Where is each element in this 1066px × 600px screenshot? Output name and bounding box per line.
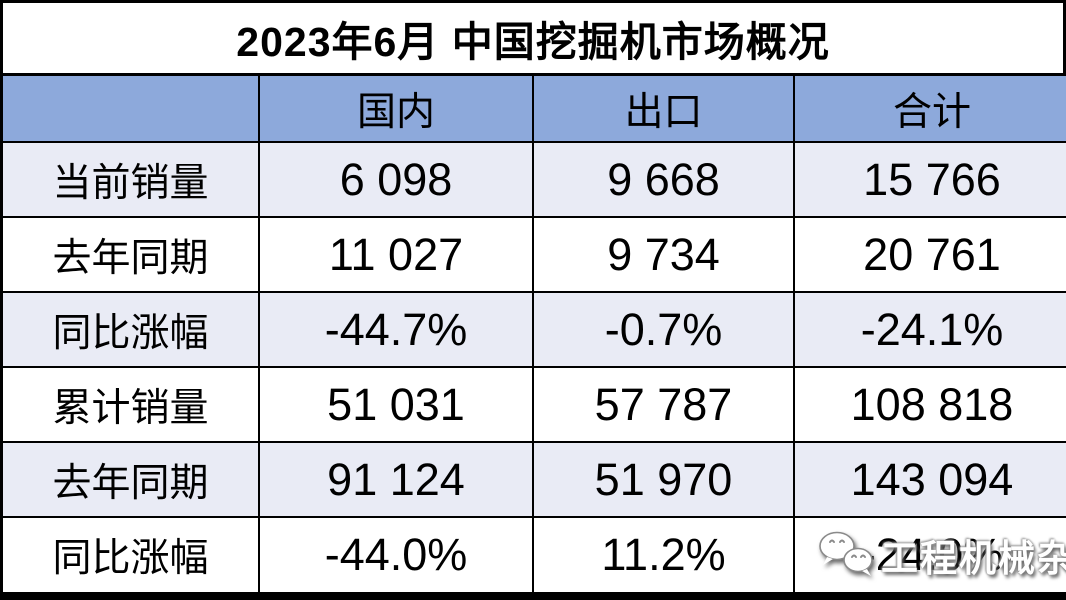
value-cell: -24.0%: [793, 516, 1066, 593]
row-label: 去年同期: [2, 216, 260, 293]
value-cell: -44.7%: [258, 291, 534, 368]
value-cell: 51 970: [532, 441, 795, 518]
header-cell-export: 出口: [532, 75, 795, 143]
value-cell: 15 766: [793, 141, 1066, 218]
row-label: 同比涨幅: [2, 291, 260, 368]
row-label: 去年同期: [2, 441, 260, 518]
value-cell: 20 761: [793, 216, 1066, 293]
value-cell: 143 094: [793, 441, 1066, 518]
value-cell: 6 098: [258, 141, 534, 218]
table-row-yoy-month: 同比涨幅 -44.7% -0.7% -24.1%: [2, 291, 1066, 368]
data-table: 国内 出口 合计 当前销量 6 098 9 668 15 766 去年同期 11…: [2, 75, 1066, 593]
value-cell: -24.1%: [793, 291, 1066, 368]
row-label: 累计销量: [2, 366, 260, 443]
value-cell: 57 787: [532, 366, 795, 443]
value-cell: -0.7%: [532, 291, 795, 368]
value-cell: 91 124: [258, 441, 534, 518]
value-cell: 9 734: [532, 216, 795, 293]
value-text: -24.0%: [860, 529, 1004, 580]
table-row-yoy-cumulative: 同比涨幅 -44.0% 11.2% -24.0%: [2, 516, 1066, 593]
value-cell: 9 668: [532, 141, 795, 218]
row-label: 同比涨幅: [2, 516, 260, 593]
row-label: 当前销量: [2, 141, 260, 218]
table-row-last-year-cumulative: 去年同期 91 124 51 970 143 094: [2, 441, 1066, 518]
header-cell-blank: [2, 75, 260, 143]
value-cell: 11 027: [258, 216, 534, 293]
header-cell-domestic: 国内: [258, 75, 534, 143]
table-title: 2023年6月 中国挖掘机市场概况: [3, 3, 1063, 76]
value-cell: -44.0%: [258, 516, 534, 593]
table-row-current-sales: 当前销量 6 098 9 668 15 766: [2, 141, 1066, 218]
table-row-last-year-month: 去年同期 11 027 9 734 20 761: [2, 216, 1066, 293]
header-cell-total: 合计: [793, 75, 1066, 143]
value-cell: 51 031: [258, 366, 534, 443]
value-cell: 108 818: [793, 366, 1066, 443]
table-row-cumulative-sales: 累计销量 51 031 57 787 108 818: [2, 366, 1066, 443]
value-cell: 11.2%: [532, 516, 795, 593]
header-row: 国内 出口 合计: [2, 75, 1066, 143]
